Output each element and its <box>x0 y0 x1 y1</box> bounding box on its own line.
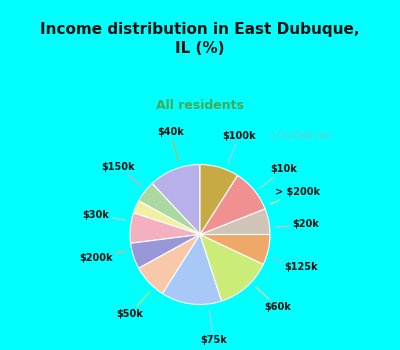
Text: $125k: $125k <box>272 258 318 272</box>
Wedge shape <box>200 175 265 234</box>
Wedge shape <box>200 164 238 235</box>
Text: $150k: $150k <box>101 162 141 186</box>
Text: $75k: $75k <box>200 310 227 345</box>
Wedge shape <box>200 234 263 301</box>
Wedge shape <box>162 234 222 304</box>
Wedge shape <box>130 213 200 243</box>
Text: $60k: $60k <box>256 287 291 312</box>
Wedge shape <box>139 183 200 234</box>
Text: $30k: $30k <box>82 210 125 220</box>
Wedge shape <box>134 201 200 234</box>
Wedge shape <box>200 234 270 264</box>
Text: $100k: $100k <box>222 131 256 163</box>
Wedge shape <box>139 234 200 294</box>
Text: $200k: $200k <box>79 251 126 263</box>
Text: > $200k: > $200k <box>270 187 320 204</box>
Wedge shape <box>152 164 200 235</box>
Text: $10k: $10k <box>260 164 298 188</box>
Text: $40k: $40k <box>157 127 184 161</box>
Text: $20k: $20k <box>276 219 319 230</box>
Wedge shape <box>200 209 270 235</box>
Text: Income distribution in East Dubuque,
IL (%): Income distribution in East Dubuque, IL … <box>40 22 360 56</box>
Text: All residents: All residents <box>156 99 244 112</box>
Text: ⓘ City-Data.com: ⓘ City-Data.com <box>270 131 332 140</box>
Wedge shape <box>130 234 200 268</box>
Text: $50k: $50k <box>116 292 150 319</box>
